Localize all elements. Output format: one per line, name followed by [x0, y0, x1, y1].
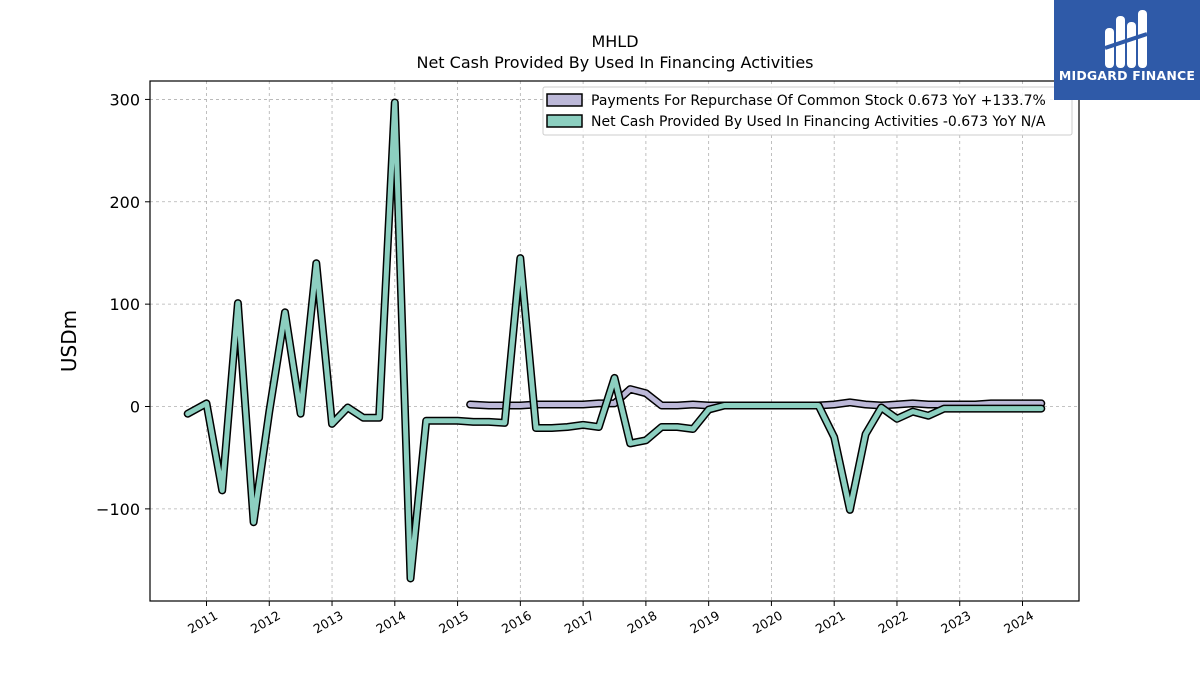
plot-frame — [149, 80, 1080, 602]
y-axis-label: USDm — [57, 310, 81, 372]
x-tick-label: 2014 — [373, 608, 408, 637]
legend: Payments For Repurchase Of Common Stock … — [542, 86, 1073, 136]
x-tick-label: 2023 — [938, 608, 973, 637]
x-tick-label: 2018 — [624, 608, 659, 637]
logo-text: MIDGARD FINANCE — [1058, 68, 1196, 83]
chart-title: MHLD — [591, 32, 638, 51]
x-tick-label: 2021 — [813, 608, 848, 637]
x-tick-label: 2020 — [750, 608, 785, 637]
axis-ticks: 2011 2012 2013 2014 2015 2016 2017 2018 2019 2020… — [96, 90, 1036, 636]
x-tick-label: 2024 — [1001, 608, 1036, 637]
legend-label-financing: Net Cash Provided By Used In Financing A… — [591, 114, 1046, 130]
y-tick-label: −100 — [96, 500, 140, 519]
x-tick-label: 2017 — [562, 608, 597, 637]
legend-swatch-repurchase — [546, 93, 583, 107]
logo-mark-icon — [1104, 10, 1148, 68]
brand-logo: MIDGARD FINANCE — [1054, 0, 1200, 100]
series-line-financing-outline — [183, 98, 1046, 583]
series-line-financing — [185, 100, 1044, 581]
x-tick-label: 2022 — [876, 608, 911, 637]
x-tick-label: 2013 — [311, 608, 346, 637]
legend-swatch-financing — [546, 114, 583, 128]
x-tick-label: 2012 — [248, 608, 283, 637]
y-tick-label: 200 — [109, 193, 140, 212]
legend-label-repurchase: Payments For Repurchase Of Common Stock … — [591, 93, 1046, 109]
y-tick-label: 0 — [130, 398, 140, 417]
chart-subtitle: Net Cash Provided By Used In Financing A… — [416, 53, 813, 72]
x-tick-label: 2015 — [436, 608, 471, 637]
x-tick-label: 2011 — [185, 608, 220, 637]
x-tick-label: 2016 — [499, 608, 534, 637]
series-layer — [183, 98, 1046, 583]
y-tick-label: 300 — [109, 90, 140, 109]
legend-frame — [542, 86, 1073, 136]
y-tick-label: 100 — [109, 295, 140, 314]
x-tick-label: 2019 — [687, 608, 722, 637]
